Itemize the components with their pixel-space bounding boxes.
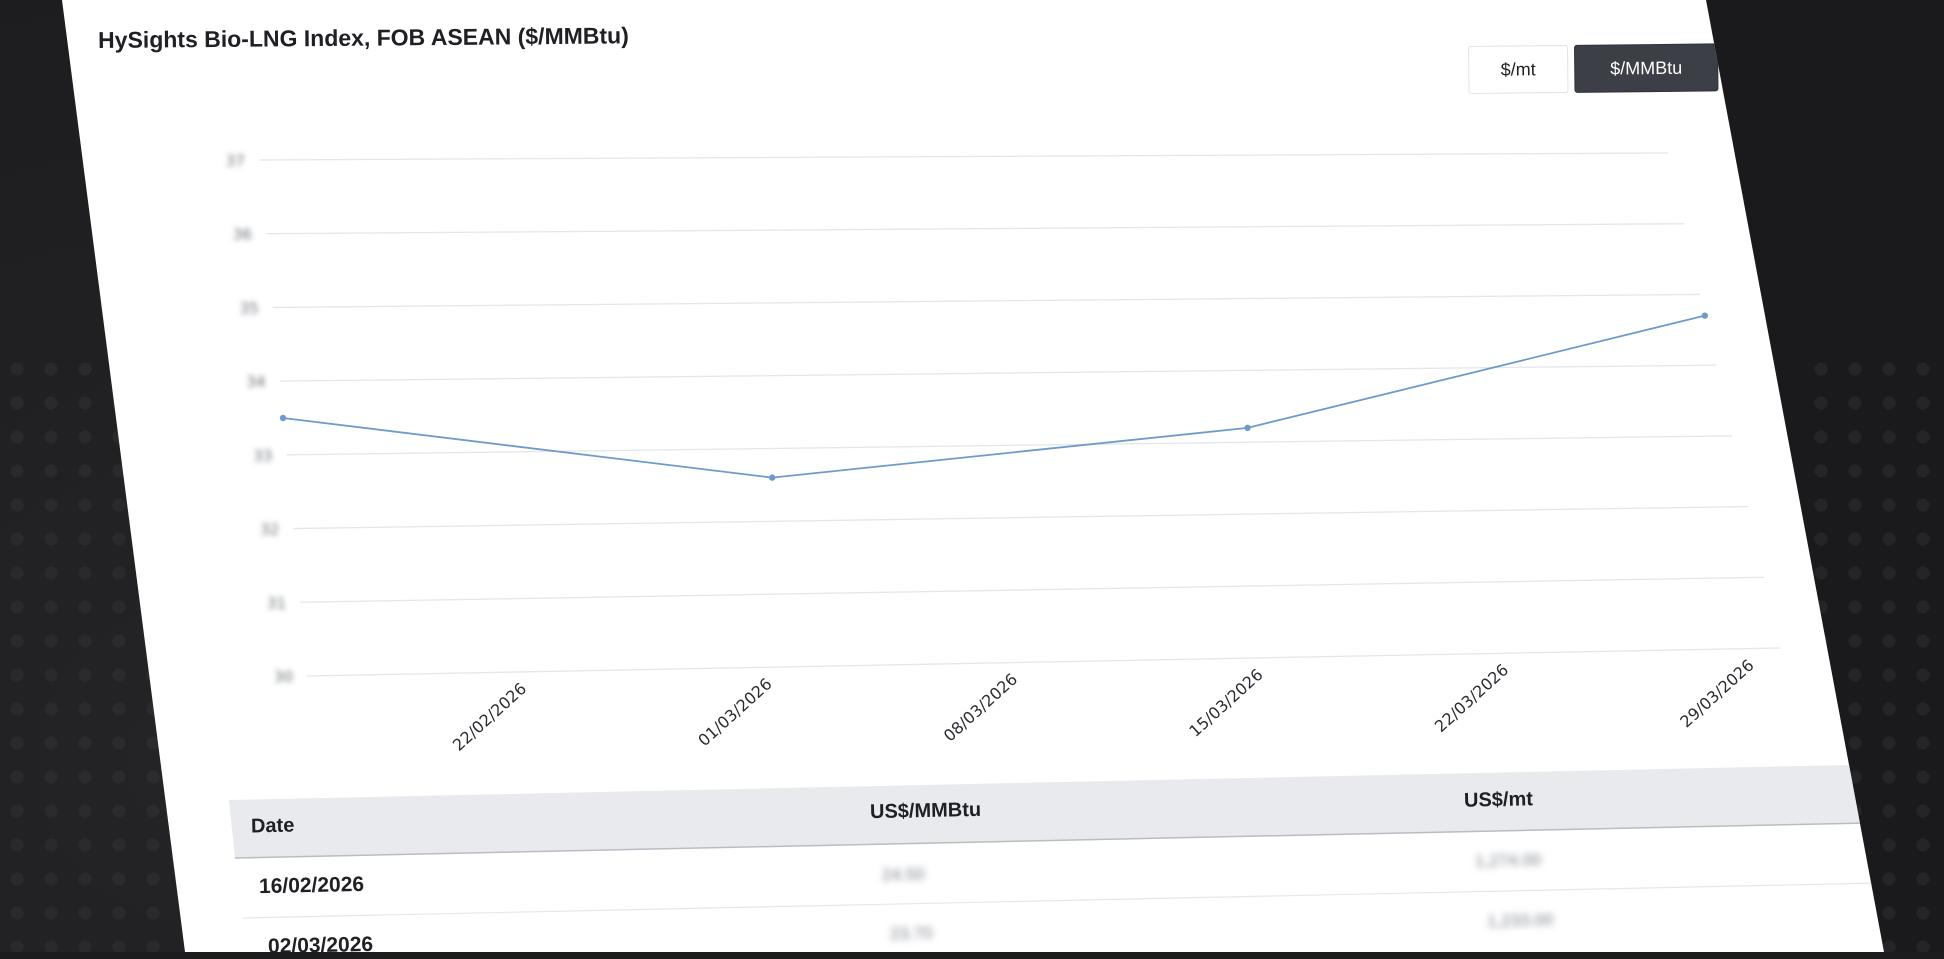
gridline [279, 364, 1717, 382]
row-mt-value: 1,233.00 [1486, 910, 1554, 931]
row-date: 02/03/2026 [267, 932, 374, 959]
y-tick-label: 36 [233, 226, 252, 244]
data-point [279, 414, 287, 422]
row-mmbtu-value: 23.70 [889, 923, 933, 944]
header-mmbtu: US$/MMBtu [869, 798, 982, 824]
data-point [1244, 424, 1251, 432]
row-mt-value: 1,274.00 [1474, 850, 1542, 871]
gridline [272, 293, 1701, 309]
table-row-divider [242, 882, 1881, 919]
header-mt: US$/mt [1463, 788, 1534, 812]
gridline [306, 647, 1781, 677]
y-tick-label: 30 [274, 668, 293, 686]
gridline [258, 152, 1669, 161]
y-tick-label: 37 [226, 152, 245, 170]
gridline [265, 223, 1685, 235]
gridline [286, 435, 1733, 456]
y-tick-label: 34 [246, 373, 265, 391]
gridline [300, 576, 1765, 603]
y-tick-label: 35 [240, 299, 259, 317]
y-axis-labels: 30 31 32 33 34 35 36 37 [226, 152, 293, 686]
y-tick-label: 33 [253, 447, 272, 465]
table-header-divider [234, 822, 1869, 859]
data-point [769, 474, 776, 481]
y-tick-label: 31 [267, 594, 286, 612]
data-point [1701, 312, 1709, 319]
table-header-background [229, 765, 1868, 858]
row-mmbtu-value: 24.50 [881, 864, 925, 885]
header-date: Date [250, 814, 295, 838]
gridline [293, 505, 1749, 530]
y-tick-label: 32 [260, 521, 279, 539]
row-date: 16/02/2026 [258, 872, 365, 899]
series-line [282, 314, 1706, 479]
